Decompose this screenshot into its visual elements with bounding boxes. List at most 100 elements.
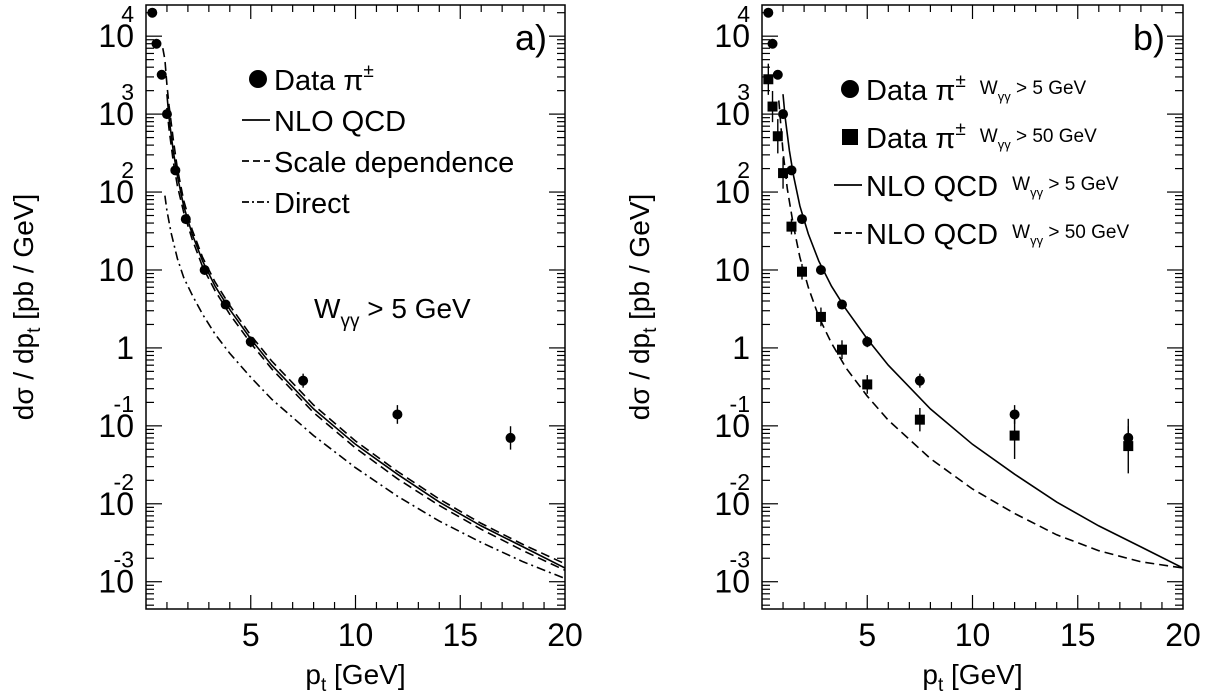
legend-marker-circle [841, 80, 859, 98]
y-tick-label: 10 [98, 252, 134, 288]
x-tick-label: 20 [547, 617, 583, 653]
data-point-circle [220, 299, 231, 310]
legend-marker-square [842, 129, 858, 145]
y-tick-exponent: -2 [730, 469, 750, 495]
data-point-square [1123, 441, 1134, 452]
data-point-square [862, 379, 873, 390]
data-point-circle [505, 432, 516, 443]
data-point-circle [772, 69, 783, 80]
y-tick-label: 10 [98, 18, 134, 54]
data-point-square [836, 344, 847, 355]
data-points [763, 7, 1134, 474]
data-point-square [767, 101, 778, 112]
data-point-square [772, 131, 783, 142]
data-point-circle [767, 38, 778, 49]
data-point-circle [170, 165, 181, 176]
y-tick-label: 1 [732, 330, 750, 366]
data-point-circle [245, 336, 256, 347]
x-axis-label: pt [GeV] [305, 659, 405, 693]
x-axis-label: pt [GeV] [922, 659, 1022, 693]
panel-label: b) [1133, 17, 1165, 58]
data-point-circle [156, 69, 167, 80]
y-tick-exponent: -1 [114, 391, 134, 417]
legend-label: Data π± Wγγ > 5 GeV [866, 71, 1087, 107]
data-point-circle [199, 264, 210, 275]
panel-label: a) [515, 17, 547, 58]
curve-dashdot [164, 195, 565, 580]
x-tick-label: 15 [1060, 617, 1096, 653]
y-tick-label: 10 [714, 408, 750, 444]
data-point-circle [786, 165, 797, 176]
legend-label: NLO QCD Wγγ > 5 GeV [866, 171, 1119, 203]
data-point-circle [147, 7, 158, 18]
data-point-circle [796, 214, 807, 225]
curve-dashed [778, 100, 1183, 569]
x-tick-label: 10 [955, 617, 991, 653]
x-tick-label: 15 [442, 617, 478, 653]
data-point-circle [914, 375, 925, 386]
data-point-circle [815, 264, 826, 275]
y-tick-exponent: 4 [121, 1, 134, 27]
legend-label: NLO QCD [274, 106, 406, 138]
data-point-square [815, 311, 826, 322]
data-point-square [914, 414, 925, 425]
data-points [147, 7, 516, 450]
x-tick-label: 5 [858, 617, 876, 653]
y-tick-exponent: 4 [737, 1, 750, 27]
y-tick-exponent: 2 [737, 157, 750, 183]
data-point-circle [862, 336, 873, 347]
y-tick-label: 10 [714, 96, 750, 132]
y-tick-label: 10 [98, 564, 134, 600]
x-tick-label: 10 [338, 617, 374, 653]
data-point-square [763, 74, 774, 85]
y-axis-label: dσ / dpt [pb / GeV] [624, 194, 661, 420]
data-point-square [778, 168, 789, 179]
legend-label: Data π± Wγγ > 50 GeV [866, 119, 1097, 155]
y-tick-label: 1 [116, 330, 134, 366]
legend: Data π± NLO QCD Scale dependence Direct [242, 61, 514, 220]
data-point-circle [161, 109, 172, 120]
x-tick-label: 20 [1165, 617, 1201, 653]
y-tick-label: 10 [98, 96, 134, 132]
curve-solid [782, 94, 1183, 569]
data-point-circle [836, 299, 847, 310]
y-tick-exponent: -1 [730, 391, 750, 417]
x-axis-ticks: 5 10 15 20 [166, 5, 583, 653]
curves [778, 94, 1183, 569]
y-tick-exponent: -3 [114, 547, 134, 573]
y-axis-label: dσ / dpt [pb / GeV] [8, 194, 45, 420]
y-tick-label: 10 [714, 252, 750, 288]
data-point-circle [778, 109, 789, 120]
data-point-circle [392, 409, 403, 420]
legend-marker-circle [249, 70, 267, 88]
data-point-circle [298, 375, 309, 386]
plot-frame [761, 4, 1184, 610]
x-tick-label: 5 [242, 617, 260, 653]
legend-label: Scale dependence [274, 147, 514, 179]
data-point-circle [180, 214, 191, 225]
y-tick-exponent: -3 [730, 547, 750, 573]
data-point-square [796, 266, 807, 277]
legend: Data π± Wγγ > 5 GeV Data π± Wγγ > 50 GeV NLO… [834, 71, 1129, 251]
y-tick-exponent: 2 [121, 157, 134, 183]
data-point-circle [151, 38, 162, 49]
y-tick-exponent: 3 [737, 79, 750, 105]
data-point-circle [763, 7, 774, 18]
x-axis-ticks: 5 10 15 20 [782, 5, 1201, 653]
legend-label: NLO QCD Wγγ > 50 GeV [866, 219, 1129, 251]
data-point-square [1009, 430, 1020, 441]
legend-label: Direct [274, 188, 350, 220]
y-tick-exponent: -2 [114, 469, 134, 495]
legend-label: Data π± [274, 61, 374, 97]
y-tick-label: 10 [98, 486, 134, 522]
y-tick-label: 10 [98, 174, 134, 210]
y-tick-label: 10 [98, 408, 134, 444]
data-point-square [786, 221, 797, 232]
y-tick-label: 10 [714, 486, 750, 522]
y-tick-label: 10 [714, 564, 750, 600]
curve-dashed [166, 107, 565, 572]
